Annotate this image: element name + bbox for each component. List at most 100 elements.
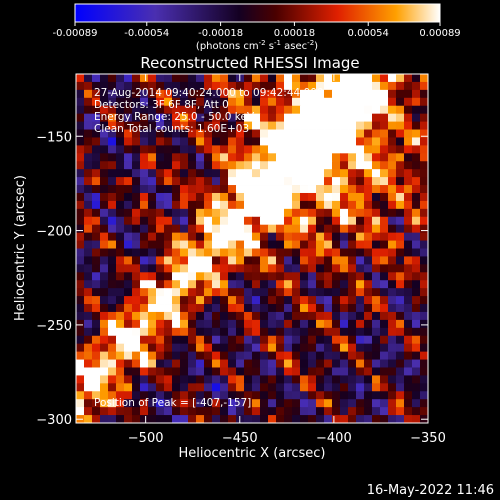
- heatmap-cell: [164, 351, 173, 360]
- heatmap-cell: [100, 208, 109, 218]
- heatmap-cell: [316, 335, 325, 345]
- heatmap-cell: [380, 407, 389, 416]
- heatmap-cell: [204, 129, 213, 138]
- heatmap-cell: [196, 288, 205, 297]
- heatmap-cell: [196, 375, 205, 384]
- heatmap-cell: [324, 367, 333, 376]
- heatmap-cell: [180, 113, 189, 122]
- heatmap-cell: [172, 407, 181, 416]
- heatmap-cell: [348, 248, 357, 257]
- heatmap-cell: [300, 208, 309, 218]
- annotation-time: 27-Aug-2014 09:40:24.000 to 09:42:44.000: [94, 87, 324, 99]
- heatmap-cell: [148, 351, 157, 360]
- heatmap-cell: [356, 311, 365, 321]
- heatmap-cell: [372, 113, 381, 122]
- heatmap-cell: [388, 272, 397, 281]
- heatmap-cell: [204, 272, 213, 281]
- heatmap-cell: [380, 256, 389, 265]
- heatmap-cell: [84, 185, 93, 194]
- heatmap-cell: [292, 288, 301, 297]
- heatmap-cell: [252, 264, 261, 273]
- heatmap-cell: [388, 351, 397, 360]
- heatmap-cell: [84, 129, 93, 138]
- heatmap-cell: [276, 296, 285, 305]
- heatmap-cell: [396, 248, 405, 257]
- heatmap-cell: [244, 97, 253, 107]
- heatmap-cell: [180, 359, 189, 368]
- heatmap-cell: [172, 129, 181, 138]
- heatmap-cell: [260, 327, 269, 337]
- heatmap-cell: [292, 280, 301, 289]
- heatmap-cell: [228, 272, 237, 281]
- heatmap-cell: [228, 335, 237, 345]
- heatmap-cell: [364, 367, 373, 376]
- heatmap-cell: [412, 200, 421, 210]
- heatmap-cell: [172, 343, 181, 353]
- heatmap-cell: [164, 359, 173, 368]
- heatmap-cell: [348, 200, 357, 210]
- heatmap-cell: [292, 200, 301, 210]
- heatmap-cell: [116, 224, 125, 234]
- heatmap-cell: [220, 81, 229, 91]
- heatmap-cell: [340, 137, 349, 146]
- heatmap-cell: [260, 216, 269, 226]
- heatmap-cell: [380, 105, 389, 115]
- heatmap-cell: [148, 375, 157, 384]
- heatmap-cell: [332, 367, 341, 376]
- heatmap-cell: [84, 240, 93, 249]
- heatmap-cell: [300, 216, 309, 226]
- heatmap-cell: [380, 224, 389, 234]
- heatmap-cell: [220, 383, 229, 392]
- heatmap-cell: [76, 351, 85, 360]
- heatmap-cell: [76, 81, 85, 91]
- heatmap-cell: [308, 367, 317, 376]
- heatmap-cell: [316, 224, 325, 234]
- heatmap-cell: [244, 224, 253, 234]
- heatmap-cell: [348, 335, 357, 345]
- heatmap-cell: [92, 161, 101, 170]
- heatmap-cell: [188, 359, 197, 368]
- heatmap-cell: [92, 399, 101, 408]
- heatmap-cell: [268, 304, 277, 313]
- heatmap-cell: [244, 343, 253, 353]
- heatmap-cell: [204, 248, 213, 257]
- heatmap-cell: [300, 375, 309, 384]
- heatmap-cell: [420, 335, 429, 345]
- heatmap-cell: [108, 185, 117, 194]
- heatmap-cell: [188, 296, 197, 305]
- heatmap-cell: [180, 81, 189, 91]
- heatmap-cell: [292, 169, 301, 178]
- heatmap-cell: [388, 169, 397, 178]
- heatmap-cell: [132, 81, 141, 91]
- heatmap-cell: [292, 161, 301, 170]
- heatmap-cell: [188, 319, 197, 329]
- heatmap-cell: [244, 200, 253, 210]
- heatmap-cell: [356, 224, 365, 234]
- heatmap-cell: [412, 383, 421, 392]
- heatmap-cell: [308, 113, 317, 122]
- heatmap-cell: [220, 113, 229, 122]
- heatmap-cell: [348, 208, 357, 218]
- heatmap-cell: [140, 137, 149, 146]
- heatmap-cell: [164, 343, 173, 353]
- heatmap-cell: [76, 74, 85, 83]
- heatmap-cell: [92, 185, 101, 194]
- heatmap-cell: [316, 319, 325, 329]
- heatmap-cell: [172, 192, 181, 202]
- heatmap-cell: [164, 319, 173, 329]
- heatmap-cell: [84, 145, 93, 154]
- heatmap-cell: [300, 224, 309, 234]
- heatmap-cell: [252, 359, 261, 368]
- heatmap-cell: [156, 232, 165, 241]
- heatmap-cell: [404, 288, 413, 297]
- heatmap-cell: [84, 105, 93, 115]
- heatmap-cell: [236, 224, 245, 234]
- x-tick-label: −450: [222, 431, 258, 446]
- heatmap-cell: [252, 375, 261, 384]
- heatmap-cell: [220, 192, 229, 202]
- heatmap-cell: [380, 359, 389, 368]
- heatmap-cell: [404, 359, 413, 368]
- heatmap-cell: [108, 375, 117, 384]
- heatmap-cell: [292, 304, 301, 313]
- heatmap-cell: [252, 399, 261, 408]
